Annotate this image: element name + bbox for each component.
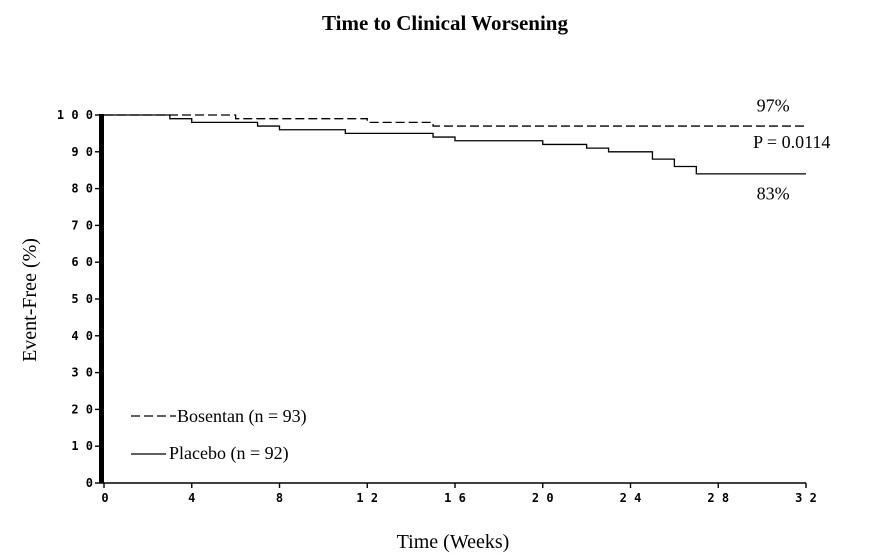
series-line-bosentan: [104, 114, 806, 127]
x-tick-label-24: 2 4: [620, 491, 642, 505]
y-tick-label-100: 1 0 0: [57, 108, 93, 122]
x-tick-label-16: 1 6: [444, 491, 466, 505]
legend-label-bosentan: Bosentan (n = 93): [177, 406, 307, 427]
y-tick-label-40: 4 0: [71, 329, 93, 343]
y-tick-label-20: 2 0: [71, 402, 93, 416]
legend: Bosentan (n = 93) Placebo (n = 92): [131, 406, 307, 464]
series-layer: [104, 114, 806, 175]
y-tick-label-30: 3 0: [71, 366, 93, 380]
x-tick-label-32: 3 2: [795, 491, 817, 505]
x-tick-label-20: 2 0: [532, 491, 554, 505]
x-tick-label-4: 4: [188, 491, 195, 505]
y-tick-label-60: 6 0: [71, 255, 93, 269]
y-axis-label: Event-Free (%): [19, 238, 41, 362]
annotation-p-value: P = 0.0114: [753, 132, 830, 152]
series-line-placebo: [104, 114, 806, 175]
y-tick-label-50: 5 0: [71, 292, 93, 306]
x-axis-label: Time (Weeks): [397, 531, 510, 553]
annotation-bosentan-final: 97%: [757, 95, 790, 115]
legend-label-placebo: Placebo (n = 92): [169, 443, 289, 464]
y-tick-label-10: 1 0: [71, 439, 93, 453]
chart-title: Time to Clinical Worsening: [322, 11, 568, 35]
x-tick-label-8: 8: [276, 491, 283, 505]
x-tick-label-12: 1 2: [356, 491, 378, 505]
y-tick-label-70: 7 0: [71, 218, 93, 232]
x-tick-label-28: 2 8: [707, 491, 729, 505]
x-tick-label-0: 0: [101, 491, 108, 505]
axes: 0 1 0 2 0 3 0 4 0 5 0 6 0 7 0 8 0 9 0 1 0 0 0 4 8 1 2 1…: [57, 108, 817, 505]
y-tick-label-80: 8 0: [71, 182, 93, 196]
y-axis-line: [99, 114, 104, 483]
annotations: 97% P = 0.0114 83%: [753, 95, 830, 203]
y-tick-label-0: 0: [86, 476, 93, 490]
y-tick-label-90: 9 0: [71, 145, 93, 159]
annotation-placebo-final: 83%: [757, 184, 790, 204]
